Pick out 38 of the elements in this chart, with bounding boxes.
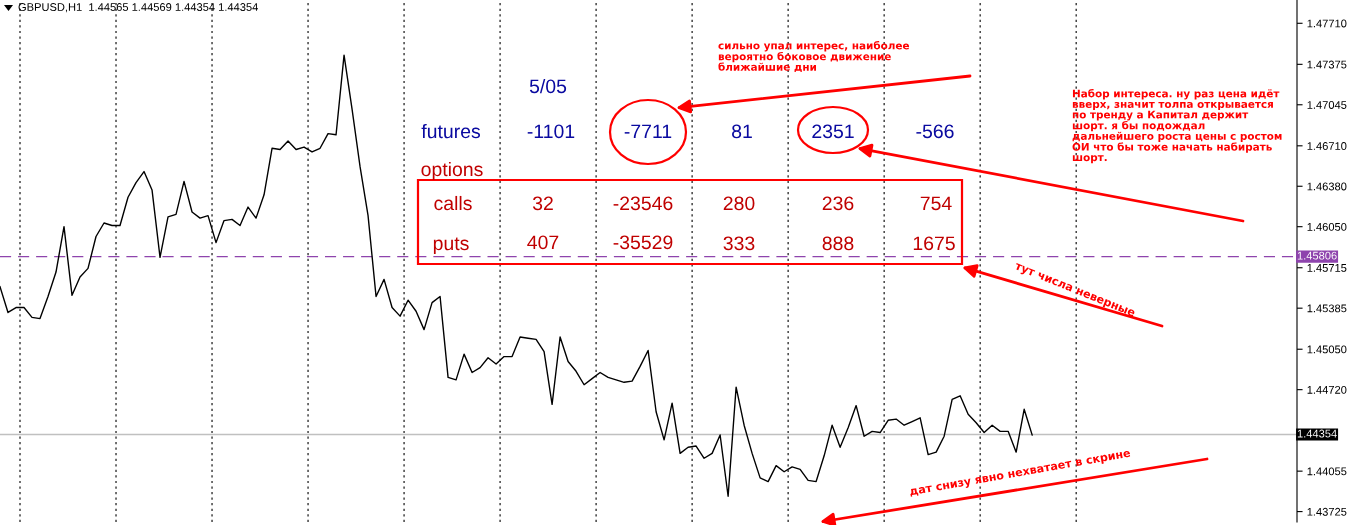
y-tick-label: 1.47375 — [1307, 60, 1347, 69]
y-tick-label: 1.43725 — [1307, 507, 1347, 516]
y-tick-label: 1.45385 — [1307, 304, 1347, 313]
annotation: -35529 — [613, 235, 673, 250]
annotation: puts — [433, 237, 469, 255]
annotation: 32 — [532, 196, 553, 211]
annotation: 754 — [920, 196, 952, 211]
y-tick-label: 1.44055 — [1307, 467, 1347, 476]
y-tick-label: 1.46050 — [1307, 222, 1347, 231]
y-tick-label: 1.44720 — [1307, 385, 1347, 394]
y-tick-label: 1.45050 — [1307, 345, 1347, 354]
annotation: 888 — [822, 236, 854, 251]
annotation: options — [421, 161, 483, 181]
annotation: futures — [421, 123, 481, 139]
annotation: 1675 — [913, 236, 955, 251]
annotation: 333 — [723, 236, 755, 251]
y-tick-label: 1.47710 — [1307, 19, 1347, 28]
annotation: дат снизу явно нехватает в скрине — [909, 450, 1131, 498]
annotation: 2351 — [812, 124, 854, 139]
annotation: calls — [434, 195, 472, 211]
annotation: -7711 — [624, 124, 672, 139]
annotation: -23546 — [613, 196, 673, 211]
annotation: -1101 — [527, 124, 575, 139]
y-tick-label: 1.46380 — [1307, 182, 1347, 191]
annotation: 280 — [723, 196, 755, 211]
y-tick-label: 1.47045 — [1307, 101, 1347, 109]
annotation: GBPUSD,H1 1.44565 1.44569 1.44354 1.44354 — [18, 3, 258, 13]
annotation: 5/05 — [529, 78, 567, 94]
y-tick-label: 1.45715 — [1307, 264, 1347, 272]
y-tick-label: 1.46710 — [1307, 142, 1347, 150]
annotation: 407 — [527, 235, 559, 250]
annotation: -566 — [916, 124, 954, 139]
ref-line-label: 1.44354 — [1297, 429, 1337, 438]
annotation: Набор интереса. ну раз цена идёт вверх, значит толпа открывается по тренду а Капитал держит шорт. я бы подождал дальнейшего роста цены с ростом ОИ что бы тоже начать набирать шорт. — [1072, 89, 1282, 164]
annotation: 236 — [822, 196, 854, 211]
annotation: сильно упал интерес, наиболее вероятно боковое движение ближайшие дни — [718, 41, 910, 73]
ref-line-label: 1.45806 — [1297, 251, 1337, 260]
annotation: 81 — [732, 124, 752, 139]
